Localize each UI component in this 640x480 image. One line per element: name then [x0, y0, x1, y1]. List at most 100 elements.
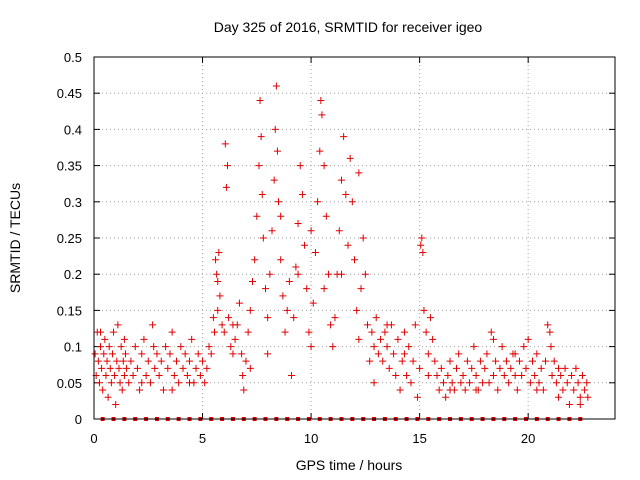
y-tick-label: 0.15 — [57, 303, 82, 318]
data-point — [572, 364, 580, 372]
y-axis-label: SRMTID / TECUs — [7, 183, 23, 293]
data-point — [355, 169, 363, 177]
data-point — [225, 314, 233, 322]
data-point — [581, 386, 589, 394]
x-tick-labels: 0 5 10 15 20 — [90, 431, 535, 446]
gridlines — [94, 57, 615, 419]
data-point — [103, 357, 111, 365]
data-point — [270, 176, 278, 184]
data-point — [529, 357, 537, 365]
data-point — [552, 379, 560, 387]
x-tick-label: 15 — [412, 431, 426, 446]
data-point — [307, 343, 315, 351]
data-point — [220, 328, 228, 336]
data-point — [346, 154, 354, 162]
data-point — [305, 328, 313, 336]
data-point — [429, 335, 437, 343]
data-point — [170, 372, 178, 380]
data-point — [374, 350, 382, 358]
data-point — [405, 343, 413, 351]
data-point — [246, 364, 254, 372]
data-point — [309, 299, 317, 307]
data-point — [548, 372, 556, 380]
data-point — [95, 379, 103, 387]
y-tick-labels: 0 0.05 0.1 0.15 0.2 0.25 0.3 0.35 0.4 0.45 0.5 — [57, 50, 82, 427]
data-point — [231, 335, 239, 343]
data-point — [242, 357, 250, 365]
data-point — [526, 379, 534, 387]
data-point — [183, 372, 191, 380]
x-tick-label: 0 — [90, 431, 97, 446]
plot-frame — [93, 56, 616, 420]
data-point — [316, 147, 324, 155]
data-point — [418, 234, 426, 242]
data-point — [292, 263, 300, 271]
data-point — [446, 357, 454, 365]
data-point — [370, 343, 378, 351]
data-point — [256, 96, 264, 104]
data-point — [583, 379, 591, 387]
data-point — [557, 372, 565, 380]
data-point — [166, 350, 174, 358]
data-point — [524, 335, 532, 343]
data-point — [385, 364, 393, 372]
data-point — [320, 285, 328, 293]
data-point — [539, 386, 547, 394]
data-point — [203, 364, 211, 372]
data-point — [259, 234, 267, 242]
data-point — [285, 277, 293, 285]
data-point — [444, 372, 452, 380]
data-point — [533, 350, 541, 358]
data-point — [94, 357, 102, 365]
data-point — [394, 335, 402, 343]
data-point — [212, 256, 220, 264]
data-point — [277, 212, 285, 220]
data-point — [377, 335, 385, 343]
data-point — [463, 357, 471, 365]
data-point — [513, 386, 521, 394]
data-point — [422, 328, 430, 336]
data-points — [91, 82, 592, 421]
data-point — [542, 357, 550, 365]
data-point — [138, 379, 146, 387]
data-point — [555, 393, 563, 401]
data-point — [246, 306, 254, 314]
data-point — [435, 386, 443, 394]
data-point — [157, 357, 165, 365]
data-point — [307, 227, 315, 235]
data-point — [584, 393, 592, 401]
data-point — [175, 379, 183, 387]
data-point — [337, 176, 345, 184]
data-point — [485, 379, 493, 387]
data-point — [472, 386, 480, 394]
data-point — [102, 372, 110, 380]
data-point — [390, 350, 398, 358]
data-point — [442, 393, 450, 401]
data-point — [216, 292, 224, 300]
data-point — [116, 379, 124, 387]
data-point — [522, 364, 530, 372]
data-point — [511, 372, 519, 380]
data-point — [361, 270, 369, 278]
data-point — [409, 357, 417, 365]
data-point — [311, 248, 319, 256]
data-point — [576, 393, 584, 401]
data-point — [150, 343, 158, 351]
data-point — [511, 350, 519, 358]
data-point — [559, 386, 567, 394]
data-point — [258, 191, 266, 199]
data-point — [112, 401, 120, 409]
data-point — [244, 328, 252, 336]
data-point — [268, 227, 276, 235]
x-tick-label: 10 — [304, 431, 318, 446]
data-point — [502, 357, 510, 365]
y-tick-label: 0.45 — [57, 86, 82, 101]
data-point — [417, 241, 425, 249]
data-point — [335, 227, 343, 235]
data-point — [272, 82, 280, 90]
y-tick-label: 0.05 — [57, 376, 82, 391]
data-point — [370, 379, 378, 387]
data-point — [419, 248, 427, 256]
data-point — [248, 277, 256, 285]
data-point — [205, 343, 213, 351]
